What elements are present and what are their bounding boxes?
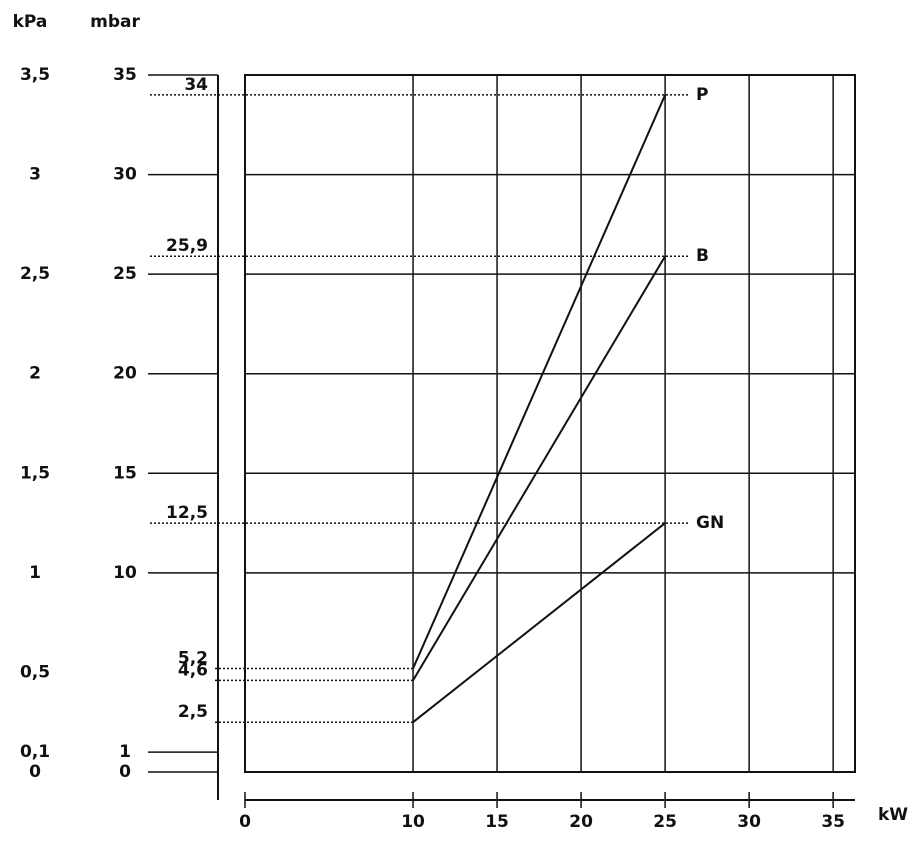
y-tick-label: 25: [113, 264, 137, 284]
value-label: 4,6: [178, 660, 208, 680]
series-line: [412, 94, 667, 669]
value-label: 5,2: [178, 648, 208, 668]
x-tick-label: 30: [737, 812, 761, 832]
series-name: P: [696, 85, 708, 105]
y2-tick-label: 3: [29, 165, 41, 185]
y2-tick-label: 1: [29, 563, 41, 583]
x-axis-label: kW: [878, 805, 908, 825]
y2-tick-label: 1,5: [20, 463, 50, 483]
y-tick-label: 0: [119, 762, 131, 782]
y2-tick-label: 0,1: [20, 742, 50, 762]
x-tick-label: 20: [569, 812, 593, 832]
series-name: GN: [696, 513, 724, 533]
series-line: [412, 522, 666, 723]
x-tick-label: 0: [239, 812, 251, 832]
y2-tick-label: 2,5: [20, 264, 50, 284]
x-tick-label: 15: [485, 812, 509, 832]
series-line: [412, 255, 666, 681]
y-tick-label: 35: [113, 65, 137, 85]
y-tick-label: 15: [113, 463, 137, 483]
y-axis-label: mbar: [90, 12, 140, 32]
y2-tick-label: 3,5: [20, 65, 50, 85]
y2-tick-label: 0,5: [20, 662, 50, 682]
y2-axis-label: kPa: [13, 12, 48, 32]
value-label: 34: [184, 75, 208, 95]
y-tick-label: 1: [119, 742, 131, 762]
y2-tick-label: 2: [29, 364, 41, 384]
y-tick-label: 20: [113, 364, 137, 384]
y-tick-label: 30: [113, 165, 137, 185]
x-tick-label: 25: [653, 812, 677, 832]
value-label: 2,5: [178, 702, 208, 722]
value-label: 12,5: [166, 503, 208, 523]
x-tick-label: 10: [401, 812, 425, 832]
x-tick-label: 35: [821, 812, 845, 832]
y2-tick-label: 0: [29, 762, 41, 782]
y-tick-label: 10: [113, 563, 137, 583]
series-name: B: [696, 246, 709, 266]
plot-frame: [244, 74, 856, 773]
value-label: 25,9: [166, 236, 208, 256]
